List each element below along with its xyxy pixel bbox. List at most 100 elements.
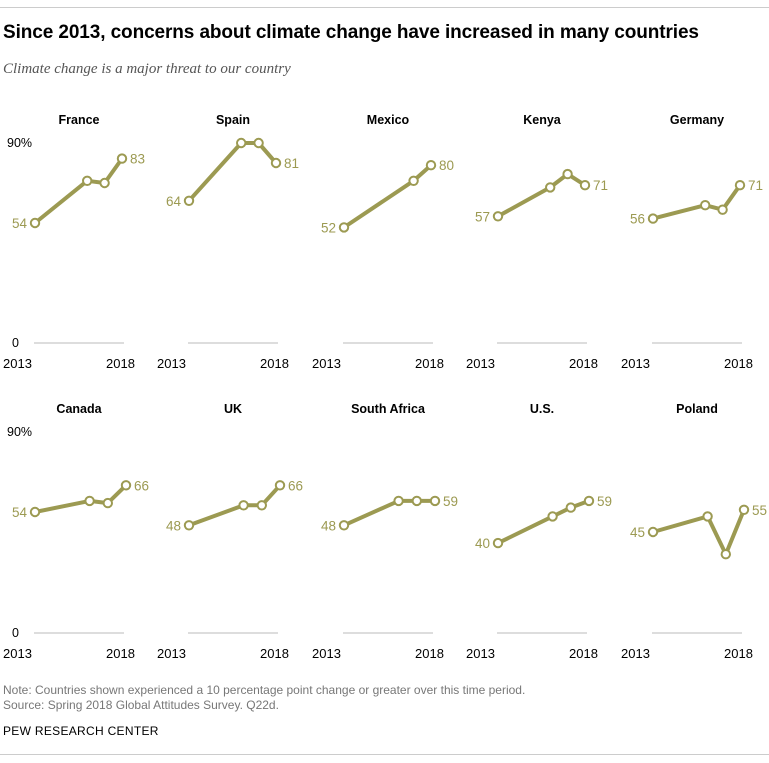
x-label-2018-u-s: 2018	[569, 646, 598, 661]
chart-subtitle: Climate change is a major threat to our …	[3, 61, 291, 77]
value-label-first-uk: 48	[166, 518, 181, 533]
value-label-last-poland: 55	[752, 503, 767, 518]
x-label-2013-france: 2013	[3, 356, 32, 371]
x-label-2018-germany: 2018	[724, 356, 753, 371]
data-point-germany-2017	[717, 204, 728, 215]
data-point-germany-2013	[647, 213, 659, 224]
panel-title-france: France	[59, 113, 100, 127]
x-label-2013-spain: 2013	[157, 356, 186, 371]
data-point-france-2017	[99, 177, 110, 189]
chart-title: Since 2013, concerns about climate chang…	[3, 22, 699, 43]
data-point-south-africa-2016	[393, 495, 404, 507]
data-point-poland-2018	[738, 504, 750, 515]
data-point-uk-2013	[183, 520, 195, 531]
x-label-2013-south-africa: 2013	[312, 646, 341, 661]
value-label-first-south-africa: 48	[321, 518, 336, 533]
brand-name: PEW RESEARCH CENTER	[3, 724, 159, 738]
panel-title-uk: UK	[224, 402, 242, 416]
data-point-kenya-2018	[579, 180, 591, 191]
data-point-germany-2018	[734, 180, 746, 191]
footer-note: Note: Countries shown experienced a 10 p…	[3, 683, 526, 697]
data-point-poland-2017	[720, 549, 731, 560]
panel-title-south-africa: South Africa	[351, 402, 426, 416]
series-line-poland	[651, 507, 746, 557]
x-label-2018-kenya: 2018	[569, 356, 598, 371]
y-label-top-row2: 90%	[7, 425, 32, 439]
panel-title-mexico: Mexico	[367, 113, 410, 127]
value-label-last-germany: 71	[748, 178, 763, 193]
value-label-first-u-s: 40	[475, 536, 490, 551]
panel-title-canada: Canada	[56, 402, 102, 416]
value-label-first-spain: 64	[166, 194, 182, 209]
x-label-2018-france: 2018	[106, 356, 135, 371]
value-label-first-canada: 54	[12, 505, 28, 520]
data-point-canada-2017	[102, 497, 114, 509]
data-point-uk-2017	[256, 500, 267, 511]
data-point-mexico-2018	[425, 160, 437, 171]
panel-title-germany: Germany	[670, 113, 724, 127]
series-line-france	[33, 156, 124, 225]
series-line-germany	[651, 183, 742, 221]
value-label-last-uk: 66	[288, 478, 303, 493]
y-label-zero-row1: 0	[12, 336, 19, 350]
x-label-2018-mexico: 2018	[415, 356, 444, 371]
x-label-2018-poland: 2018	[724, 646, 753, 661]
footer-source: Source: Spring 2018 Global Attitudes Sur…	[3, 698, 279, 712]
data-point-u-s-2018	[583, 495, 595, 507]
x-label-2018-south-africa: 2018	[415, 646, 444, 661]
x-label-2013-kenya: 2013	[466, 356, 495, 371]
value-label-first-poland: 45	[630, 525, 645, 540]
value-label-first-mexico: 52	[321, 220, 336, 235]
data-point-spain-2018	[270, 157, 282, 169]
data-point-mexico-2017	[408, 175, 419, 187]
y-label-zero-row2: 0	[12, 626, 19, 640]
x-label-2013-canada: 2013	[3, 646, 32, 661]
data-point-u-s-2017	[565, 502, 576, 513]
bottom-rule	[0, 754, 769, 755]
data-point-france-2018	[116, 153, 128, 164]
data-point-kenya-2017	[562, 168, 573, 180]
value-label-last-canada: 66	[134, 478, 149, 493]
value-label-first-france: 54	[12, 216, 28, 231]
data-point-france-2013	[29, 217, 41, 229]
data-point-france-2016	[82, 175, 93, 187]
x-label-2013-u-s: 2013	[466, 646, 495, 661]
data-point-mexico-2013	[338, 222, 350, 233]
value-label-last-u-s: 59	[597, 494, 612, 509]
value-label-last-south-africa: 59	[443, 494, 458, 509]
series-line-u-s	[496, 498, 591, 546]
y-label-top-row1: 90%	[7, 136, 32, 150]
series-line-south-africa	[342, 498, 437, 528]
data-point-kenya-2016	[545, 182, 556, 193]
value-label-last-mexico: 80	[439, 158, 454, 173]
x-label-2013-poland: 2013	[621, 646, 650, 661]
x-label-2013-uk: 2013	[157, 646, 186, 661]
top-rule	[0, 7, 769, 8]
panel-title-spain: Spain	[216, 113, 250, 127]
data-point-south-africa-2013	[338, 520, 350, 531]
series-line-canada	[33, 483, 128, 514]
series-line-mexico	[342, 163, 433, 230]
value-label-last-kenya: 71	[593, 178, 608, 193]
data-point-uk-2018	[274, 480, 286, 491]
panel-title-u-s: U.S.	[530, 402, 554, 416]
data-point-canada-2016	[84, 495, 95, 507]
data-point-poland-2013	[647, 526, 659, 538]
value-label-first-kenya: 57	[475, 209, 490, 224]
data-point-spain-2016	[236, 137, 247, 149]
data-point-spain-2017	[253, 137, 264, 149]
data-point-u-s-2016	[547, 511, 558, 522]
data-point-kenya-2013	[492, 211, 504, 222]
data-point-u-s-2013	[492, 537, 504, 549]
x-label-2018-canada: 2018	[106, 646, 135, 661]
data-point-spain-2013	[183, 195, 195, 207]
panel-title-poland: Poland	[676, 402, 718, 416]
x-label-2013-mexico: 2013	[312, 356, 341, 371]
series-line-kenya	[496, 172, 587, 219]
x-label-2018-uk: 2018	[260, 646, 289, 661]
data-point-south-africa-2018	[429, 495, 441, 507]
value-label-first-germany: 56	[630, 212, 645, 227]
data-point-germany-2016	[700, 200, 711, 211]
data-point-south-africa-2017	[411, 495, 422, 507]
